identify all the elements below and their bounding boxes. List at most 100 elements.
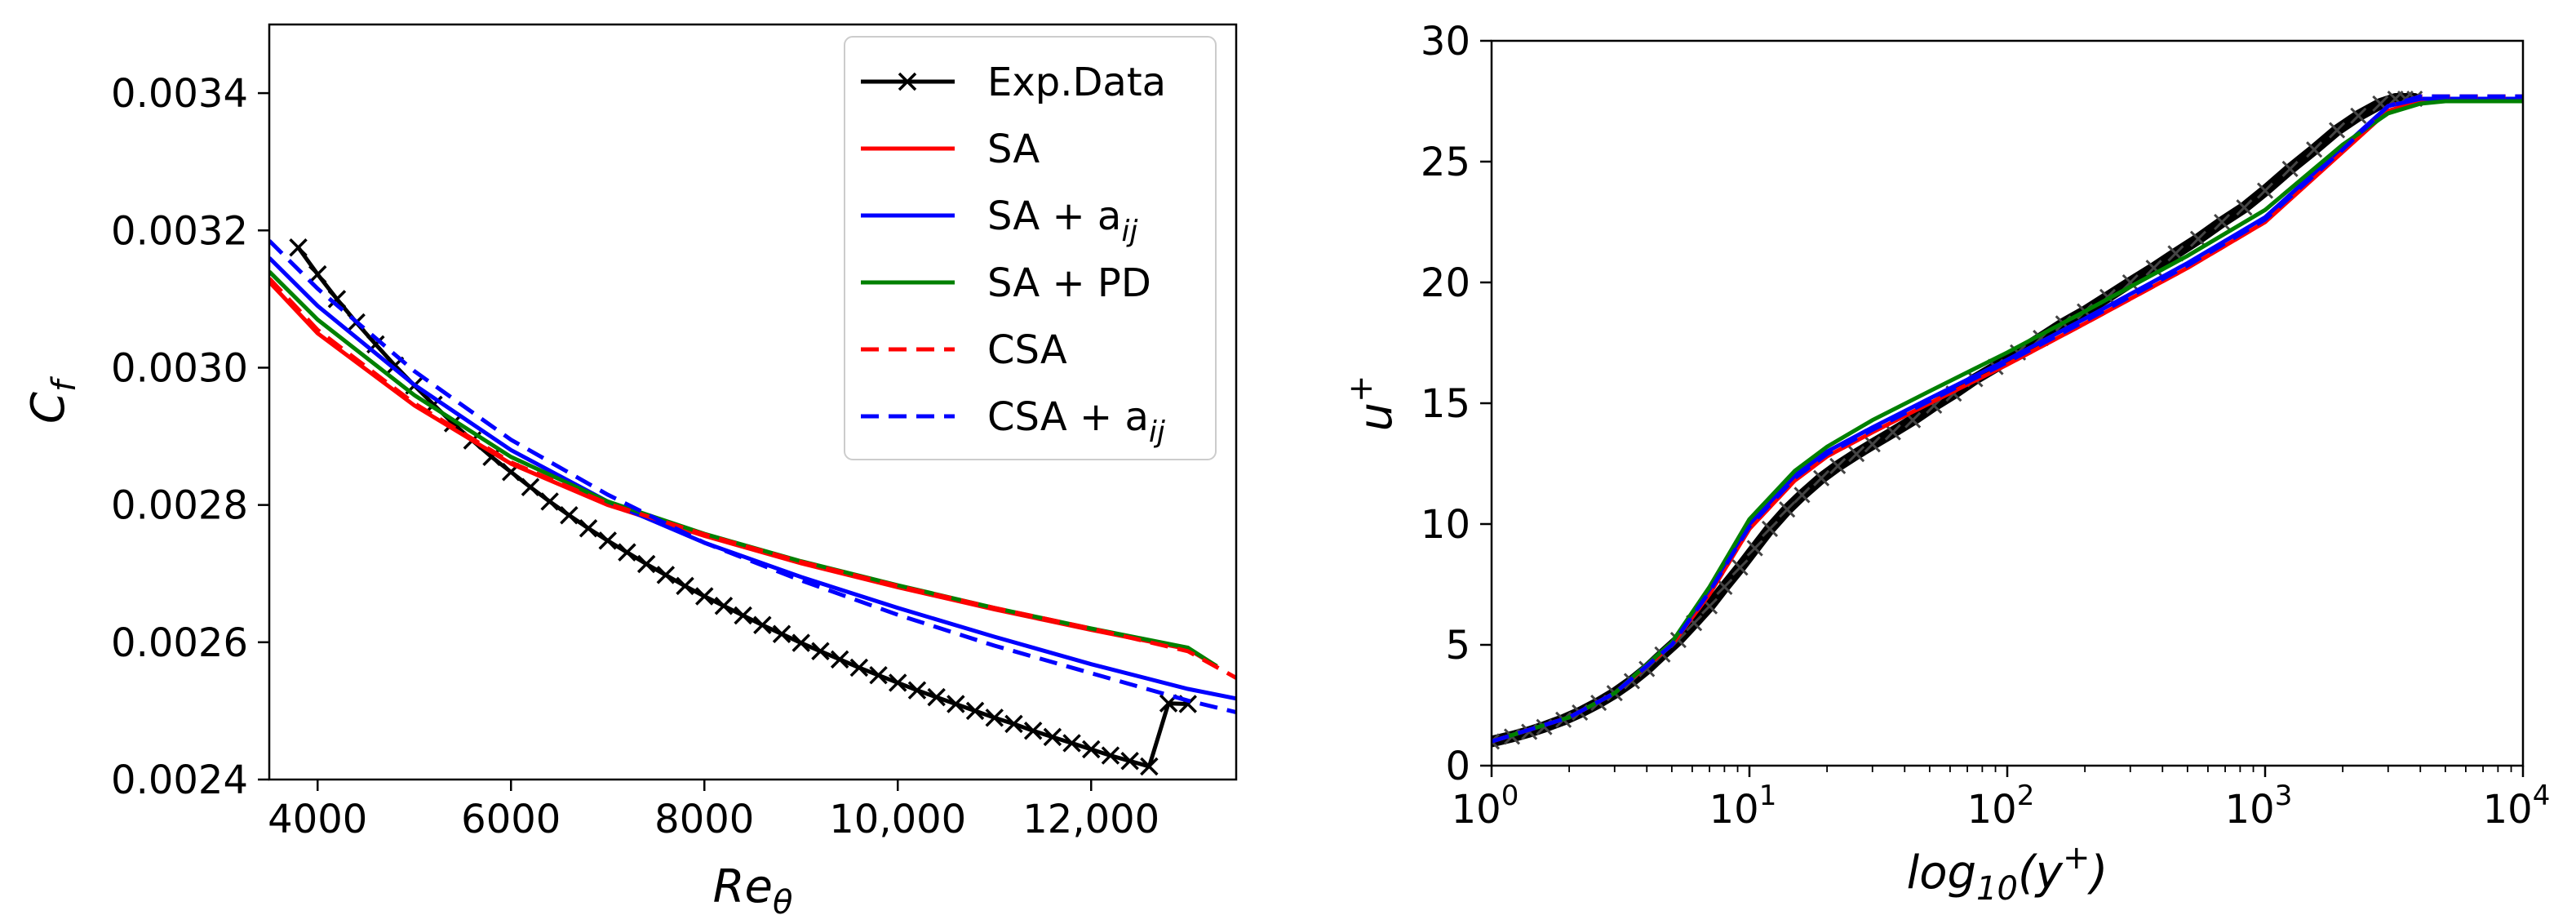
uplus-exp-marker xyxy=(1829,457,1847,475)
uplus-exp-marker xyxy=(2236,199,2253,216)
legend-label: SA + aij xyxy=(987,193,1137,248)
cf-ytick-label: 0.0028 xyxy=(111,483,248,529)
cf-exp-marker xyxy=(811,642,830,660)
uplus-series-layer xyxy=(1492,90,2523,750)
uplus-exp-marker xyxy=(2350,107,2367,124)
uplus-exp-marker xyxy=(1492,733,1501,750)
cf-exp-marker xyxy=(791,633,810,652)
uplus-chart: 100 101 102 103 104 0 5 10 15 20 25 30 log10(y+) u+ xyxy=(1342,19,2550,908)
uplus-frame xyxy=(1490,39,2525,767)
cf-series-csa xyxy=(269,277,1236,680)
cf-exp-marker xyxy=(618,543,636,562)
uplus-ytick-label: 20 xyxy=(1421,260,1470,306)
uplus-exp-marker xyxy=(1813,469,1830,486)
cf-exp-marker xyxy=(734,606,752,625)
cf-exp-marker xyxy=(849,658,869,677)
uplus-ytick-label: 0 xyxy=(1445,744,1470,789)
uplus-exp-marker xyxy=(2214,213,2231,231)
legend-item-exp-data: Exp.Data xyxy=(861,60,1166,105)
uplus-xtick-label: 100 xyxy=(1452,780,1519,833)
uplus-series-sa-pd xyxy=(1492,99,2523,744)
cf-exp-marker xyxy=(308,264,327,284)
uplus-exp-marker xyxy=(1848,446,1865,463)
uplus-exp-marker xyxy=(1793,486,1811,504)
uplus-exp-marker xyxy=(1884,424,1901,441)
cf-exp-marker xyxy=(830,650,849,669)
cf-exp-marker xyxy=(772,624,791,643)
cf-exp-marker xyxy=(927,687,946,707)
cf-series-layer xyxy=(269,238,1236,776)
cf-exp-marker xyxy=(714,597,734,615)
legend-label: CSA xyxy=(987,327,1067,373)
uplus-xtick-label: 102 xyxy=(1967,780,2035,833)
uplus-xtick-label: 101 xyxy=(1709,780,1777,833)
uplus-series-csa xyxy=(1492,94,2523,744)
cf-exp-marker xyxy=(1043,727,1062,747)
uplus-ytick-label: 25 xyxy=(1421,140,1470,185)
uplus-xlabel: log10(y+) xyxy=(1907,839,2108,908)
legend-item-sa-a-ij: SA + aij xyxy=(861,193,1137,248)
cf-ytick-label: 0.0032 xyxy=(111,208,248,254)
legend-label: SA + PD xyxy=(987,260,1151,306)
uplus-exp-marker xyxy=(1731,559,1749,576)
uplus-exp-marker xyxy=(2189,230,2207,247)
uplus-exp-marker xyxy=(2306,141,2323,158)
cf-exp-marker xyxy=(869,665,888,685)
cf-exp-marker xyxy=(676,576,694,596)
uplus-ylabel: u+ xyxy=(1342,375,1403,431)
uplus-exp-marker xyxy=(2329,122,2346,139)
cf-exp-marker xyxy=(598,531,617,550)
cf-legend: Exp.Data SA SA + aij SA + PD CSA CSA + aij xyxy=(844,36,1217,460)
cf-ytick-label: 0.0024 xyxy=(111,757,248,803)
cf-plot-area xyxy=(269,238,1236,776)
uplus-ytick-label: 15 xyxy=(1421,381,1470,427)
cf-exp-marker xyxy=(1023,722,1043,740)
cf-xtick-label: 8000 xyxy=(654,797,754,842)
uplus-series-sa-a-ij xyxy=(1492,96,2523,744)
cf-xtick-label: 6000 xyxy=(461,797,561,842)
cf-exp-marker xyxy=(327,290,347,309)
uplus-exp-marker xyxy=(1864,436,1881,453)
cf-exp-marker xyxy=(1082,740,1101,759)
cf-exp-marker xyxy=(753,615,772,635)
cf-exp-marker xyxy=(1140,757,1159,776)
legend-item-sa: SA xyxy=(861,127,1040,172)
uplus-axes: 100 101 102 103 104 0 5 10 15 20 25 30 log10(y+) u+ xyxy=(1342,19,2550,908)
cf-axes: 4000 6000 8000 10,000 12,000 0.0024 0.0026 0.00… xyxy=(22,23,1238,922)
legend-label: CSA + aij xyxy=(987,394,1165,449)
uplus-plot-area xyxy=(1492,90,2523,750)
uplus-ytick-label: 5 xyxy=(1445,623,1470,669)
cf-legend-box xyxy=(844,36,1217,460)
uplus-ytick-label: 30 xyxy=(1421,19,1470,64)
cf-exp-marker xyxy=(1101,746,1120,765)
cf-xtick-label: 10,000 xyxy=(829,797,966,842)
uplus-exp-marker xyxy=(2256,182,2274,199)
cf-exp-marker xyxy=(1004,714,1023,734)
cf-ytick-label: 0.0030 xyxy=(111,345,248,391)
cf-exp-marker xyxy=(907,681,927,700)
cf-exp-marker xyxy=(947,695,965,713)
cf-exp-marker xyxy=(482,447,501,467)
uplus-xtick-label: 104 xyxy=(2483,780,2551,833)
cf-exp-marker xyxy=(965,701,985,721)
cf-chart: 4000 6000 8000 10,000 12,000 0.0024 0.0026 0.00… xyxy=(22,23,1238,922)
legend-item-csa-a-ij: CSA + aij xyxy=(861,394,1165,449)
uplus-ytick-label: 10 xyxy=(1421,502,1470,548)
cf-exp-marker xyxy=(695,587,714,606)
cf-exp-marker xyxy=(889,673,907,692)
cf-xtick-label: 12,000 xyxy=(1022,797,1159,842)
uplus-xtick-label: 103 xyxy=(2225,780,2293,833)
legend-label: SA xyxy=(987,127,1040,172)
cf-xlabel: Reθ xyxy=(713,860,793,922)
cf-ytick-label: 0.0026 xyxy=(111,620,248,666)
uplus-exp-marker xyxy=(1716,578,1733,596)
cf-exp-marker xyxy=(1062,734,1081,753)
cf-frame xyxy=(268,23,1238,781)
cf-exp-marker xyxy=(985,709,1004,727)
uplus-series-sa xyxy=(1492,99,2523,744)
cf-exp-marker xyxy=(560,506,579,525)
uplus-exp-marker xyxy=(1761,520,1779,537)
cf-series-csa-a-ij xyxy=(269,239,1236,715)
legend-marker xyxy=(898,72,917,91)
